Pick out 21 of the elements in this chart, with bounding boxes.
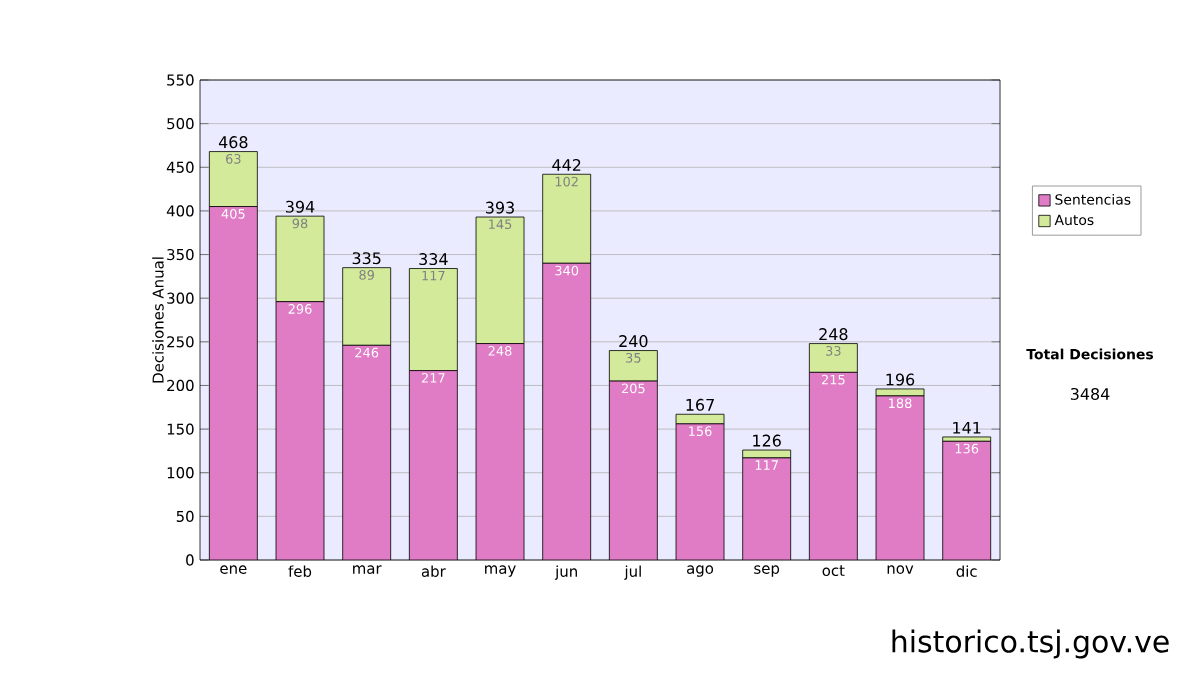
bar xyxy=(875,388,925,397)
bar xyxy=(876,395,925,560)
bar xyxy=(475,216,525,344)
bar xyxy=(809,372,858,560)
bar xyxy=(275,215,325,303)
bar xyxy=(409,370,458,560)
bar xyxy=(542,263,591,560)
text: historico.tsj.gov.ve xyxy=(892,629,1169,659)
bar xyxy=(408,268,458,372)
bar xyxy=(209,206,258,560)
bar xyxy=(276,301,325,560)
bar xyxy=(808,343,858,373)
bar xyxy=(742,457,791,560)
bar xyxy=(342,267,392,346)
bar xyxy=(342,345,391,560)
bar xyxy=(742,449,792,459)
bar xyxy=(942,440,992,560)
bar xyxy=(476,343,525,560)
bar xyxy=(609,381,658,560)
bar xyxy=(608,350,658,382)
bar xyxy=(676,423,725,560)
